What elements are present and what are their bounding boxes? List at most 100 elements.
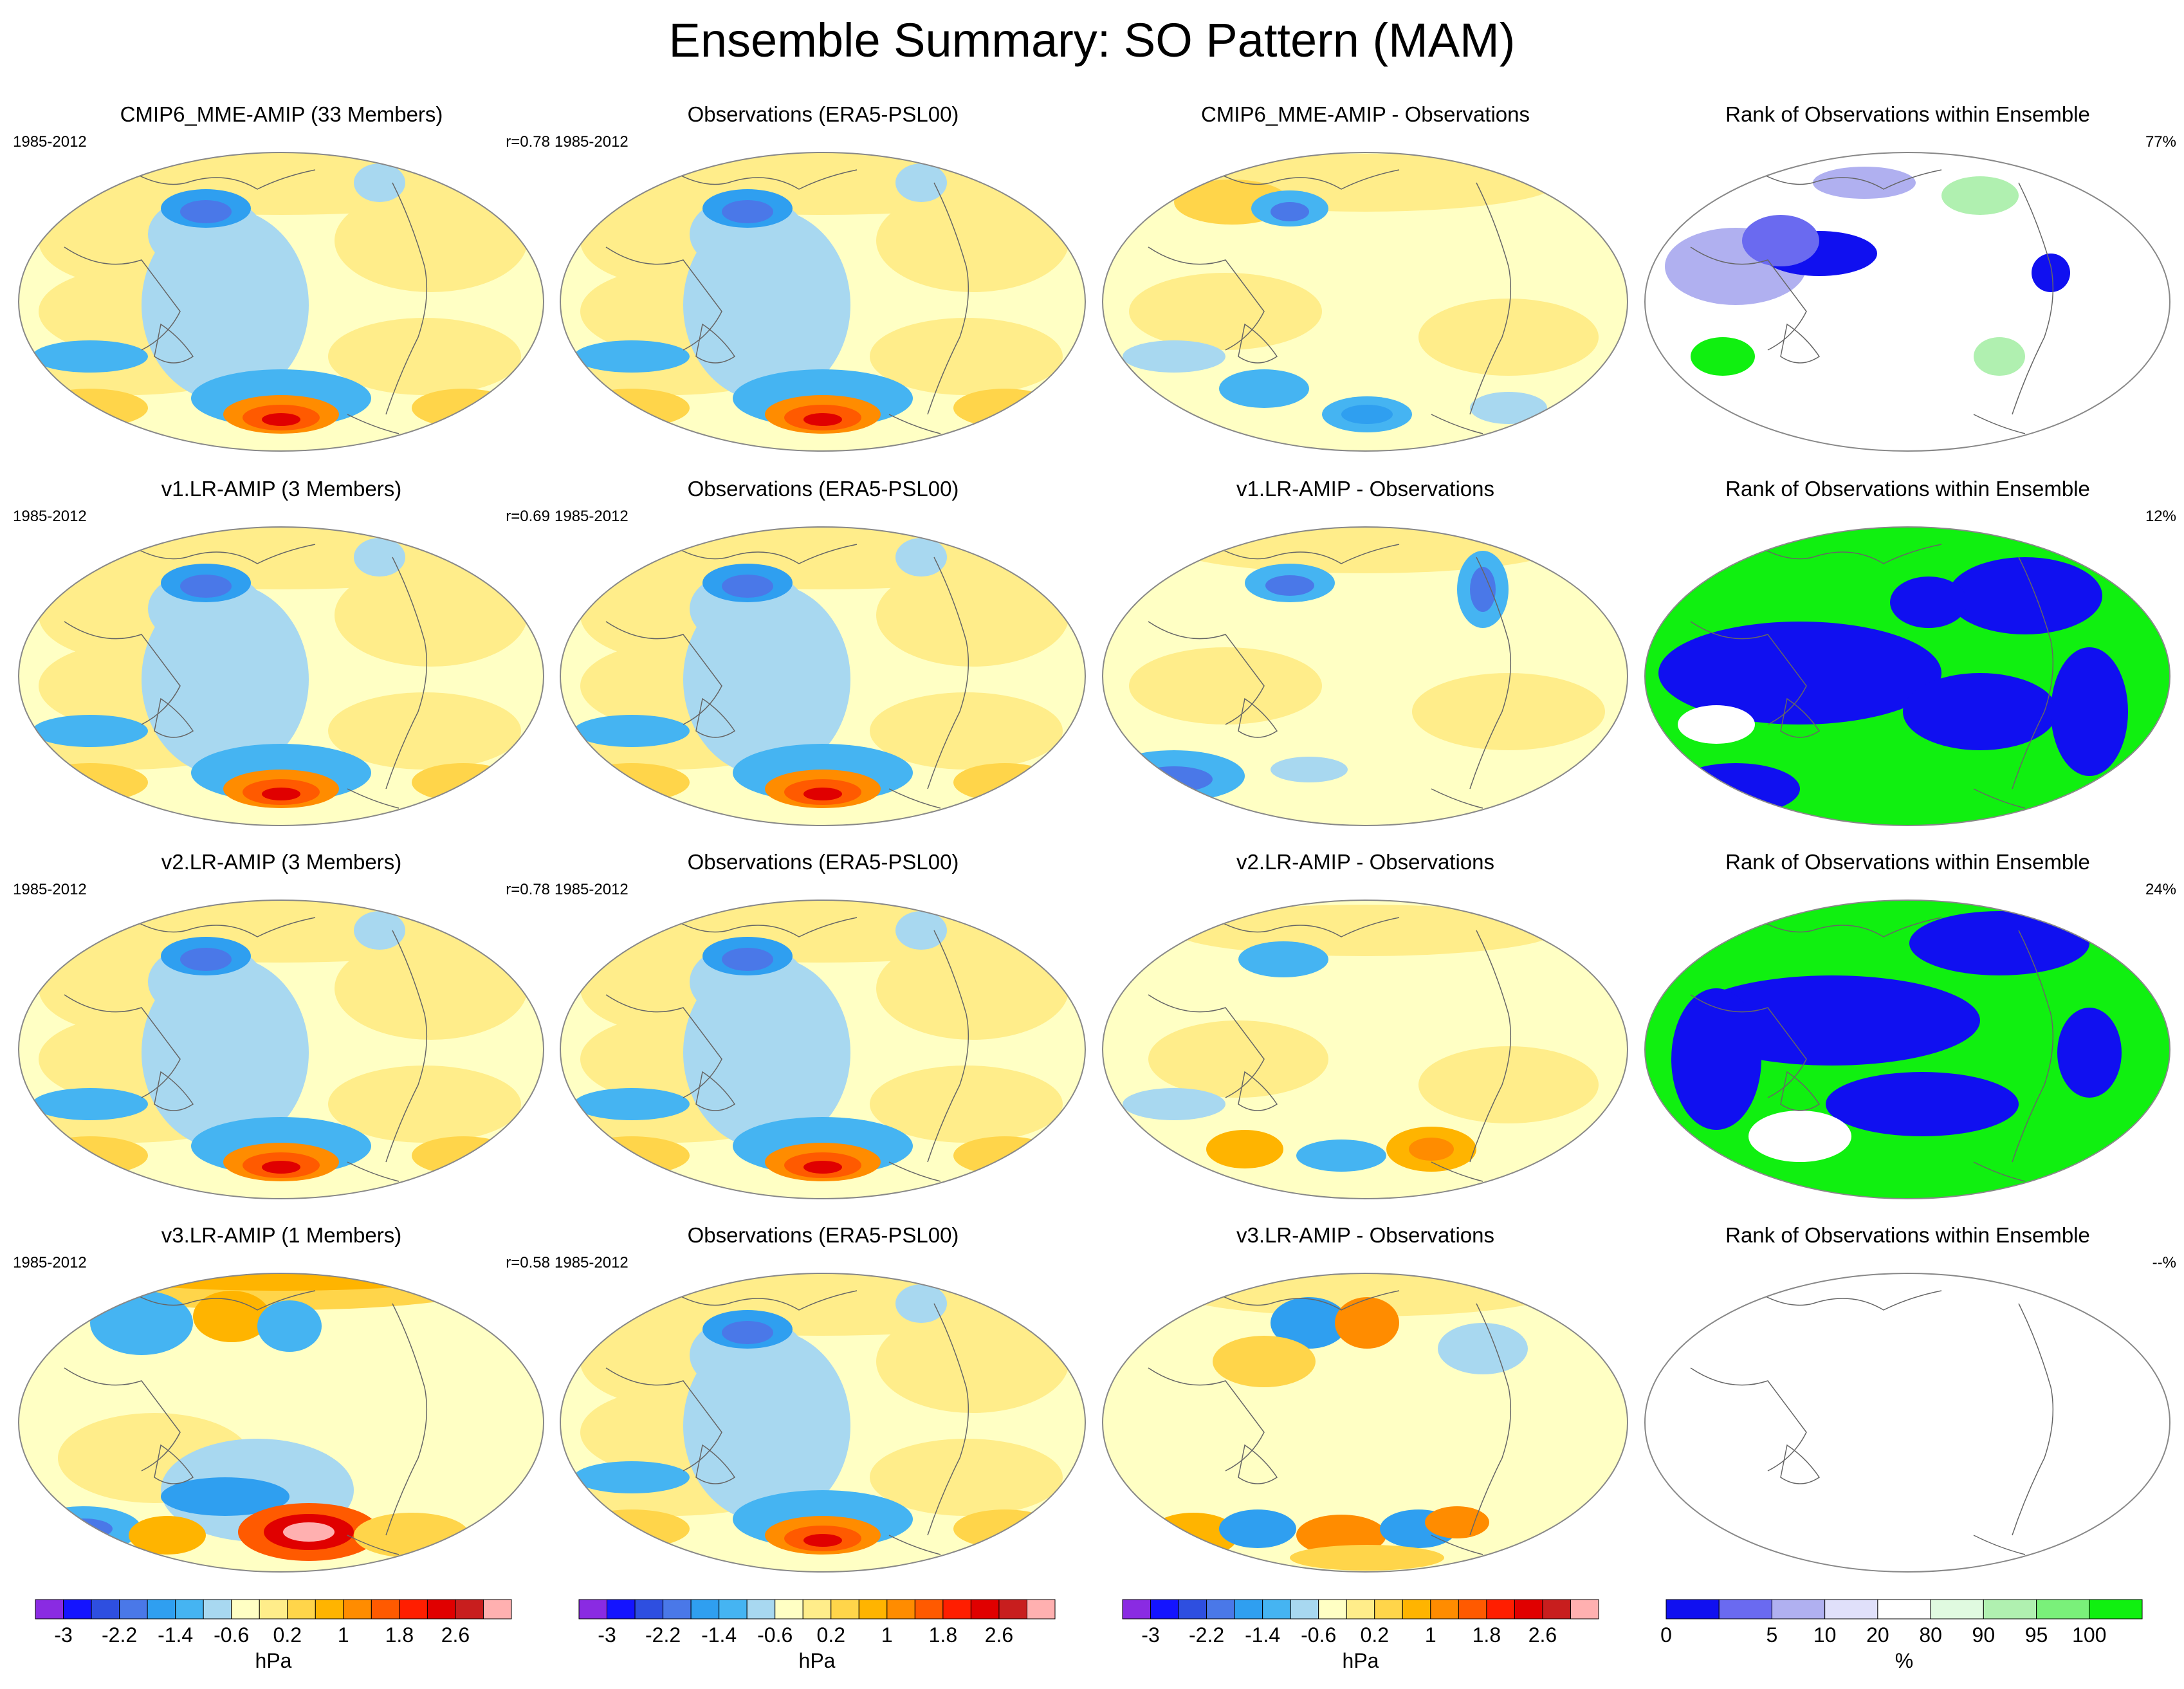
coastline-path [695,1071,736,1111]
globe-outline [1102,152,1628,452]
colorbar-tick-label: -3 [598,1623,616,1647]
rank-percent: --% [2152,1254,2176,1271]
panel-title: Rank of Observations within Ensemble [1725,102,2090,126]
panel-title: Observations (ERA5-PSL00) [687,477,959,501]
coastline-path [927,557,969,789]
coastline-path [1212,169,1400,190]
globe-map [18,900,544,1199]
field-contour [262,1161,300,1174]
colorbar-swatch [1234,1599,1263,1620]
field-contour [354,911,405,950]
colorbar-tick-label: 0 [1660,1623,1672,1647]
globe-map [1644,1273,2170,1573]
panel-title: CMIP6_MME-AMIP (33 Members) [120,102,443,126]
field-contour [328,692,521,770]
field-contour [1238,941,1328,977]
colorbar-tick-label: -0.6 [214,1623,249,1647]
coastline-path [1148,994,1265,1098]
field-contour [412,1136,515,1175]
field-contour [574,340,690,373]
colorbar-tick-label: 0.2 [1361,1623,1389,1647]
colorbar-swatch [1290,1599,1319,1620]
colorbar-tick-label: 0.2 [817,1623,845,1647]
coastline-path [2012,930,2054,1163]
colorbar-swatch [1150,1599,1179,1620]
field-contour [1271,202,1309,221]
field-contour [1172,905,1558,956]
coastline-path [2012,182,2054,415]
field-contour [876,1310,1069,1413]
globe-map [1102,152,1628,452]
field-contour [335,189,528,292]
field-contour [129,1516,206,1555]
coastline-path [1238,323,1278,364]
panel-title: Observations (ERA5-PSL00) [687,1223,959,1247]
coastline-path [670,169,858,190]
globe-outline [1644,900,2170,1199]
field-contour [1409,1138,1454,1161]
period-label: 1985-2012 [555,508,629,525]
coastline-path [1690,621,1807,725]
globe-map [1102,526,1628,826]
colorbar-swatch [998,1599,1027,1620]
obs-panel: Observations (ERA5-PSL00) 1985-2012 [555,476,1092,836]
colorbar-swatch [1930,1599,1984,1620]
field-contour [574,763,690,802]
field-contour [1271,1297,1348,1349]
field-contour [161,1477,289,1516]
coastline-path [154,1071,194,1111]
field-contour [1678,705,1755,744]
coastline-path [927,1303,969,1536]
colorbar-tick-label: -3 [54,1623,72,1647]
colorbar-swatch [1983,1599,2037,1620]
field-contour [32,1088,148,1120]
field-contour [895,163,947,202]
coastline-path [1431,1535,1483,1555]
globe-map [1102,1273,1628,1573]
model-panel: CMIP6_MME-AMIP (33 Members) 1985-2012 r=0.… [13,102,550,462]
coastline-path [1754,917,1942,937]
colorbar-swatch [914,1599,944,1620]
field-contour [870,318,1063,395]
field-contour [1418,299,1599,376]
colorbar-swatch [1542,1599,1571,1620]
field-contour [1813,167,1916,199]
panel-title: v3.LR-AMIP (1 Members) [161,1223,402,1247]
colorbar-unit: % [1895,1649,1913,1672]
colorbar-swatch [455,1599,484,1620]
colorbar-swatch [1178,1599,1207,1620]
colorbar-tick-label: -2.2 [102,1623,137,1647]
model-panel: v2.LR-AMIP (3 Members) 1985-2012 r=0.78 [13,849,550,1210]
globe-map [1644,152,2170,452]
coastline-path [1754,1290,1942,1311]
field-contour [876,564,1069,667]
colorbar-swatch [1718,1599,1772,1620]
diff-panel: v3.LR-AMIP - Observations [1097,1223,1634,1583]
field-contour [114,1273,448,1291]
field-contour [1129,647,1322,725]
colorbar-tick-label: 1.8 [1473,1623,1501,1647]
coastline-path [1754,544,1942,564]
coastline-path [1148,1367,1265,1472]
colorbar-swatch [1346,1599,1375,1620]
colorbar-swatch [1026,1599,1056,1620]
coastline-path [1212,1290,1400,1311]
rank-panel: Rank of Observations within Ensemble 77% [1639,102,2176,462]
coastline-path [888,788,941,809]
coastline-path [64,1367,181,1472]
coastline-path [1690,994,1807,1098]
period-label: 1985-2012 [555,881,629,898]
coastline-path [1212,544,1400,564]
field-contour [1425,1506,1489,1538]
colorbar-swatch [1877,1599,1931,1620]
colorbar-swatch [1374,1599,1403,1620]
colorbar-swatch [371,1599,400,1620]
field-contour [1290,1545,1444,1571]
coastline-path [347,1161,399,1182]
field-contour [722,200,773,223]
period-label: 1985-2012 [13,133,87,151]
field-contour [1206,1130,1283,1168]
field-contour [283,1522,335,1542]
coastline-path [695,323,736,364]
field-contour [803,788,842,800]
